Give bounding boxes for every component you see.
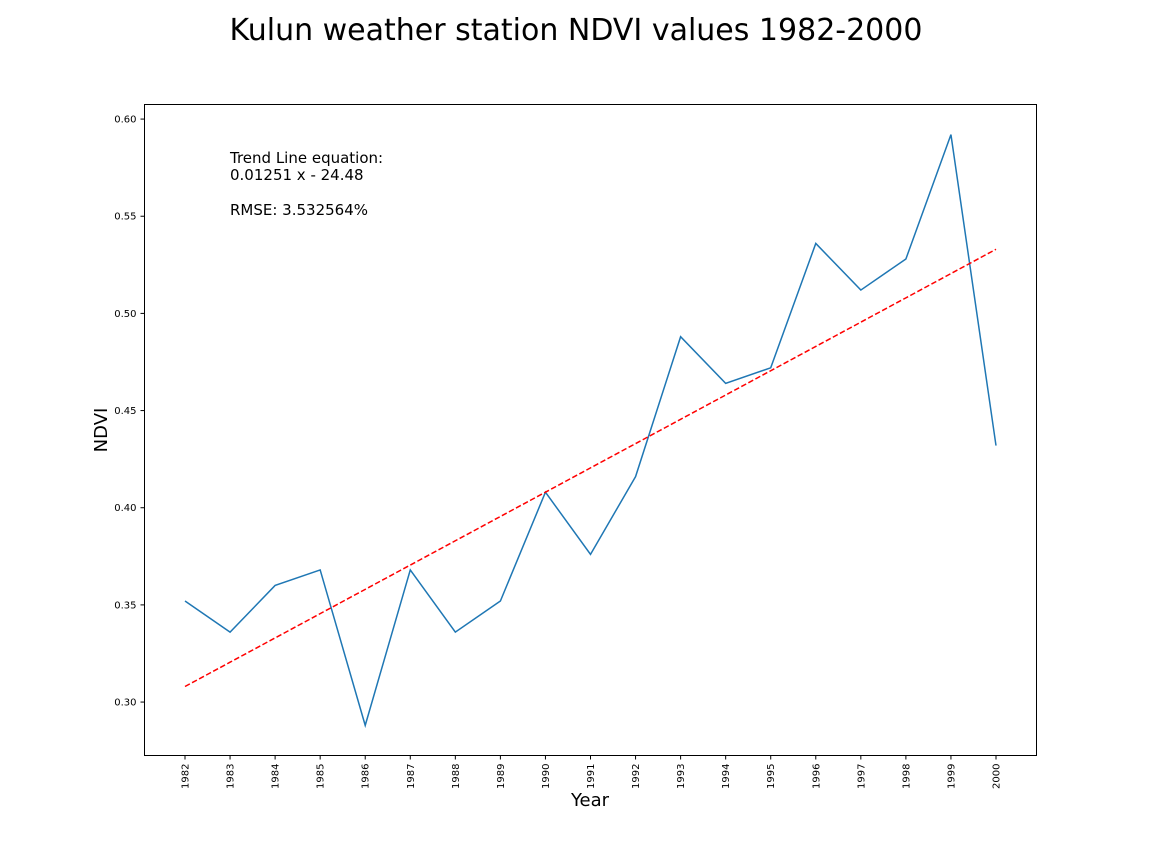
x-tick-label: 1990 (541, 764, 552, 789)
ndvi-series-line (184, 134, 997, 729)
y-axis-label: NDVI (91, 408, 112, 453)
x-tick-label: 2000 (992, 764, 1003, 789)
y-tick-label: 0.60 (114, 115, 136, 126)
x-tick-label: 1995 (766, 764, 777, 789)
trend-heading-annotation: Trend Line equation: (229, 149, 383, 167)
y-tick-label: 0.35 (114, 600, 136, 611)
chart-title: Kulun weather station NDVI values 1982-2… (230, 13, 923, 48)
y-tick-label: 0.55 (114, 212, 136, 223)
y-axis-ticks: 0.30 0.35 0.40 0.45 0.50 0.55 0.60 (114, 115, 145, 709)
x-axis-ticks: 1982 1983 1984 1985 1986 1987 1988 1989 1990 1991… (181, 755, 1003, 789)
y-tick-label: 0.50 (114, 309, 136, 320)
x-tick-label: 1984 (271, 764, 282, 789)
x-tick-label: 1989 (496, 764, 507, 789)
y-tick-label: 0.30 (114, 698, 136, 709)
x-tick-label: 1991 (586, 764, 597, 789)
trend-equation-annotation: 0.01251 x - 24.48 (230, 166, 364, 184)
x-tick-label: 1996 (811, 764, 822, 789)
x-axis-label: Year (570, 790, 610, 811)
x-tick-label: 1999 (946, 764, 957, 789)
x-tick-label: 1985 (316, 764, 327, 789)
rmse-annotation: RMSE: 3.532564% (230, 201, 368, 219)
x-tick-label: 1998 (901, 764, 912, 789)
x-tick-label: 1994 (721, 764, 732, 789)
x-tick-label: 1986 (361, 764, 372, 789)
x-tick-label: 1992 (631, 764, 642, 789)
x-tick-label: 1997 (856, 764, 867, 789)
y-tick-label: 0.45 (114, 406, 136, 417)
x-tick-label: 1987 (406, 764, 417, 789)
trend-line (184, 248, 997, 688)
y-tick-label: 0.40 (114, 503, 136, 514)
x-tick-label: 1983 (226, 764, 237, 789)
x-tick-label: 1993 (676, 764, 687, 789)
x-tick-label: 1988 (451, 764, 462, 789)
series-layer (184, 134, 997, 729)
x-tick-label: 1982 (181, 764, 192, 789)
